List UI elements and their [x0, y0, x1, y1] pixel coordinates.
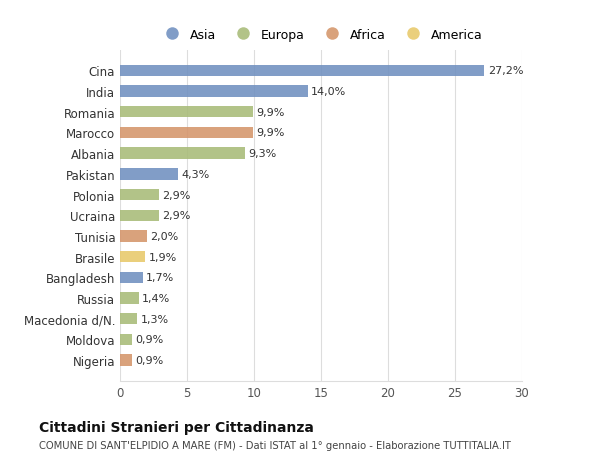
Bar — [120, 128, 253, 139]
Bar — [120, 107, 253, 118]
Text: 27,2%: 27,2% — [488, 66, 523, 76]
Bar — [120, 66, 484, 77]
Text: 1,9%: 1,9% — [149, 252, 177, 262]
Text: 2,0%: 2,0% — [150, 231, 178, 241]
Bar — [120, 334, 132, 345]
Legend: Asia, Europa, Africa, America: Asia, Europa, Africa, America — [155, 24, 487, 47]
Bar — [120, 252, 145, 263]
Text: 9,9%: 9,9% — [256, 128, 284, 138]
Text: 2,9%: 2,9% — [162, 211, 191, 221]
Text: 9,9%: 9,9% — [256, 107, 284, 118]
Bar — [120, 86, 308, 97]
Text: 0,9%: 0,9% — [136, 335, 164, 345]
Bar — [120, 148, 245, 159]
Text: COMUNE DI SANT'ELPIDIO A MARE (FM) - Dati ISTAT al 1° gennaio - Elaborazione TUT: COMUNE DI SANT'ELPIDIO A MARE (FM) - Dat… — [39, 440, 511, 450]
Bar — [120, 293, 139, 304]
Text: 4,3%: 4,3% — [181, 169, 209, 179]
Text: 2,9%: 2,9% — [162, 190, 191, 200]
Bar — [120, 169, 178, 180]
Text: 1,4%: 1,4% — [142, 293, 170, 303]
Bar — [120, 355, 132, 366]
Text: 0,9%: 0,9% — [136, 355, 164, 365]
Text: 14,0%: 14,0% — [311, 87, 346, 97]
Bar — [120, 210, 159, 221]
Text: Cittadini Stranieri per Cittadinanza: Cittadini Stranieri per Cittadinanza — [39, 420, 314, 434]
Bar — [120, 272, 143, 283]
Bar — [120, 190, 159, 201]
Text: 9,3%: 9,3% — [248, 149, 276, 159]
Bar — [120, 231, 147, 242]
Text: 1,3%: 1,3% — [141, 314, 169, 324]
Text: 1,7%: 1,7% — [146, 273, 175, 283]
Bar — [120, 313, 137, 325]
